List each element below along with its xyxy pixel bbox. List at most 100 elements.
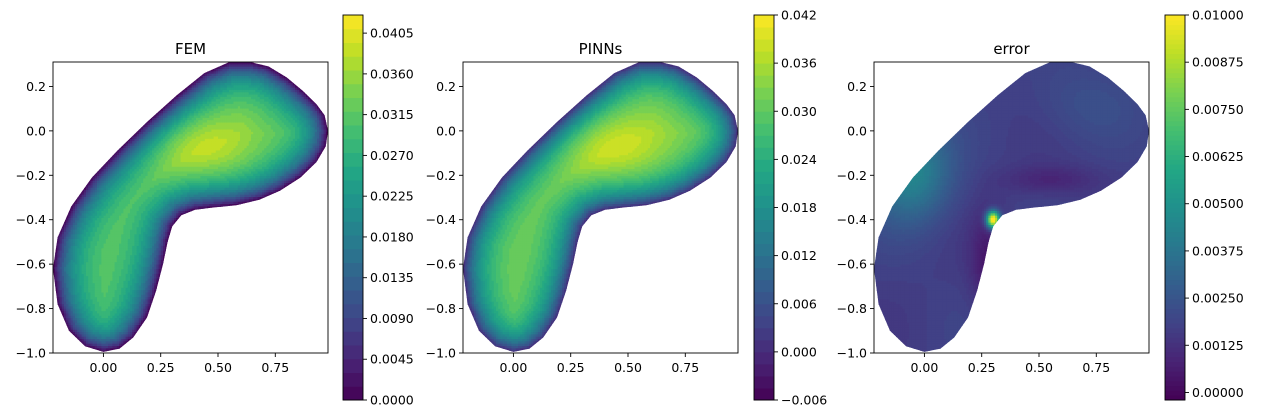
field-cell [64,227,67,231]
field-cell [81,245,85,249]
field-cell [77,220,80,224]
field-cell [86,287,89,291]
field-cell [83,308,87,312]
field-cell [64,308,67,312]
field-cell [88,346,91,349]
field-cell [90,269,94,273]
field-cell [86,334,89,338]
field-cell [79,334,83,338]
field-cell [132,129,135,133]
field-cell [88,262,91,266]
field-cell [134,127,138,131]
field-cell [77,248,80,252]
field-cell [90,325,94,328]
field-cell [68,266,72,270]
field-cell [57,271,61,275]
field-cell [64,311,67,315]
field-cell [86,220,89,224]
field-cell [61,313,65,317]
field-cell [92,208,96,212]
field-cell [171,224,175,228]
field-cell [83,187,87,191]
field-cell [66,266,69,270]
field-cell [75,194,78,198]
field-cell [59,327,63,331]
field-cell [169,231,173,235]
field-cell [180,85,184,89]
field-cell [66,238,69,242]
field-cell [86,343,89,347]
field-cell [90,238,94,242]
field-cell [145,115,149,119]
field-cell [68,224,72,228]
field-cell [61,236,65,240]
field-cell [92,185,96,189]
field-cell [88,297,91,301]
field-cell [143,117,146,121]
field-cell [72,325,76,328]
field-cell [169,243,173,247]
field-cell [121,141,124,145]
field-cell [55,273,58,277]
field-cell [171,248,175,252]
field-cell [81,273,85,277]
field-cell [79,185,83,189]
field-cell [77,271,80,275]
field-cell [86,294,89,298]
field-cell [86,252,89,256]
field-cell [163,276,166,280]
field-cell [83,206,87,210]
field-cell [66,217,69,221]
field-cell [75,252,78,256]
field-cell [79,215,83,219]
field-cell [77,257,80,261]
field-cell [64,332,67,335]
field-cell [70,325,74,328]
field-cell [103,155,107,159]
field-cell [193,73,197,77]
field-cell [57,252,61,256]
field-cell [61,231,65,235]
field-cell [72,306,76,310]
field-cell [105,152,109,156]
field-cell [169,94,173,98]
field-cell [149,315,153,319]
field-cell [171,231,175,235]
field-cell [92,201,96,205]
field-cell [90,199,94,203]
field-cell [189,213,193,217]
field-cell [79,187,83,191]
field-cell [64,325,67,328]
field-cell [119,141,122,145]
field-cell [88,339,91,342]
field-cell [66,206,69,210]
field-cell [77,252,80,256]
field-cell [154,294,157,298]
field-cell [160,280,164,284]
field-cell [130,131,133,135]
field-cell [83,276,87,280]
field-cell [77,308,80,312]
field-cell [55,290,58,294]
field-cell [88,187,91,191]
field-cell [83,236,87,240]
field-cell [154,308,157,312]
field-cell [53,262,56,266]
field-cell [55,313,58,317]
field-cell [88,255,91,259]
field-cell [152,301,155,305]
field-cell [86,199,89,203]
field-cell [61,245,65,249]
field-cell [88,290,91,294]
field-cell [83,238,87,242]
field-cell [171,227,175,231]
field-cell [88,227,91,231]
field-cell [66,320,69,324]
field-cell [79,348,83,352]
field-cell [156,294,160,298]
field-cell [112,148,116,152]
field-cell [79,264,83,268]
field-cell [90,241,94,245]
field-cell [81,192,85,196]
field-cell [70,234,74,238]
